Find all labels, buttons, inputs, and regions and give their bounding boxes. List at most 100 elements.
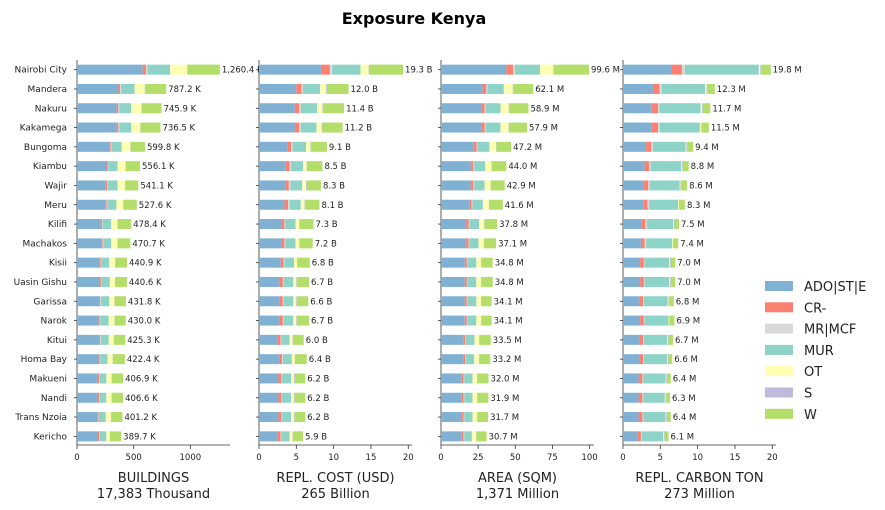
bar-segment-s [680,180,682,191]
bar-segment-mur [147,64,171,75]
bar-segment-ot [667,334,668,345]
bar-segment-w [111,373,124,384]
bar-segment-mr-mcf [681,64,685,75]
category-label: Kiambu [33,162,67,172]
bar-segment-ado-st-e [623,392,639,403]
bar-segment-cr [279,296,283,307]
bar-segment-cr [639,354,644,365]
bar-segment-cr [280,257,284,268]
bar-segment-cr [461,412,464,423]
x-tick-label: 100 [581,453,597,463]
category-label: Nakuru [35,104,67,114]
bar-total-label: 32.0 M [491,374,520,384]
category-label: Nairobi City [15,66,68,76]
category-label: Nandi [41,394,67,404]
bar-total-label: 7.2 B [315,239,337,249]
bar-segment-w [513,83,534,94]
legend-swatch [765,323,793,334]
bar-segment-mur [465,334,475,345]
bar-segment-mur [485,103,501,114]
bar-total-label: 6.4 M [673,413,697,423]
bar-segment-ot [685,141,687,152]
bar-segment-cr [464,296,467,307]
bar-total-label: 19.3 B [405,66,433,76]
bar-segment-mur [646,219,674,230]
bar-segment-mr-mcf [642,373,644,384]
bar-segment-cr [116,103,119,114]
bar-segment-w [311,141,327,152]
bar-segment-ot [476,257,482,268]
bar-segment-w [670,257,676,268]
bar-segment-ado-st-e [259,276,280,287]
bar-segment-ot [678,199,679,210]
bar-segment-ot [291,412,295,423]
bar-segment-w [294,412,306,423]
x-tick-label: 0 [438,453,443,463]
bar-segment-ot [109,276,115,287]
bar-segment-ot [134,83,145,94]
category-label: Machakos [22,239,67,249]
bar-segment-ado-st-e [441,122,482,133]
bar-segment-cr [469,199,472,210]
bar-segment-w [117,238,131,249]
bar-segment-cr [285,161,290,172]
bar-segment-ot [109,257,115,268]
bar-total-label: 7.0 M [677,259,701,269]
bar-segment-cr [279,354,283,365]
bar-segment-s [296,296,298,307]
bar-segment-ot [300,199,305,210]
bar-segment-s [321,122,323,133]
x-tick-label: 10 [692,453,703,463]
bar-segment-w [687,141,694,152]
x-tick-label: 15 [730,453,741,463]
bar-segment-ot [293,315,297,326]
bar-segment-mur [659,103,701,114]
legend-swatch [765,281,793,291]
bar-segment-ot [681,161,682,172]
bar-segment-ado-st-e [623,354,640,365]
category-label: Wajir [44,181,67,191]
bar-segment-ado-st-e [77,373,98,384]
bar-segment-ot [105,412,111,423]
bar-segment-mur [282,373,292,384]
bar-total-label: 9.4 M [695,143,719,153]
bar-total-label: 8.6 M [689,181,713,191]
bar-segment-mr-mcf [643,296,644,307]
bar-segment-ado-st-e [441,315,465,326]
bar-total-label: 7.4 M [680,239,704,249]
bar-segment-w [114,296,126,307]
legend-swatch [765,387,793,398]
bar-segment-cr [279,315,283,326]
bar-segment-ot [679,180,681,191]
x-axis-total: 273 Million [664,487,735,502]
bar-segment-cr [473,141,477,152]
bar-segment-ado-st-e [441,103,482,114]
x-tick-label: 75 [547,453,558,463]
bar-segment-ot [669,257,671,268]
bar-segment-ado-st-e [77,180,106,191]
bar-segment-w [109,431,122,442]
bar-total-label: 34.8 M [495,259,524,269]
chart-legend: ADO|ST|E CR- MR|MCF MUR OT SW [765,280,866,423]
bar-segment-w [761,64,771,75]
x-tick-label: 500 [126,453,142,463]
bar-segment-ado-st-e [77,122,117,133]
bar-segment-w [297,257,310,268]
bar-segment-mr-mcf [463,412,465,423]
bar-segment-cr [278,392,282,403]
bar-total-label: 422.4 K [127,355,160,365]
bar-segment-w [666,392,671,403]
bar-segment-ot [672,238,674,249]
bar-segment-mr-mcf [468,219,470,230]
bar-total-label: 34.1 M [494,297,523,307]
bar-segment-ado-st-e [623,431,638,442]
bar-segment-ado-st-e [623,219,642,230]
bar-total-label: 37.8 M [499,220,528,230]
bar-segment-mr-mcf [647,199,650,210]
bar-segment-w [481,257,493,268]
bar-segment-mur [120,83,135,94]
bar-total-label: 6.0 B [306,336,328,346]
bar-segment-mur [300,122,317,133]
bar-segment-w [125,180,139,191]
bar-segment-cr [294,103,300,114]
